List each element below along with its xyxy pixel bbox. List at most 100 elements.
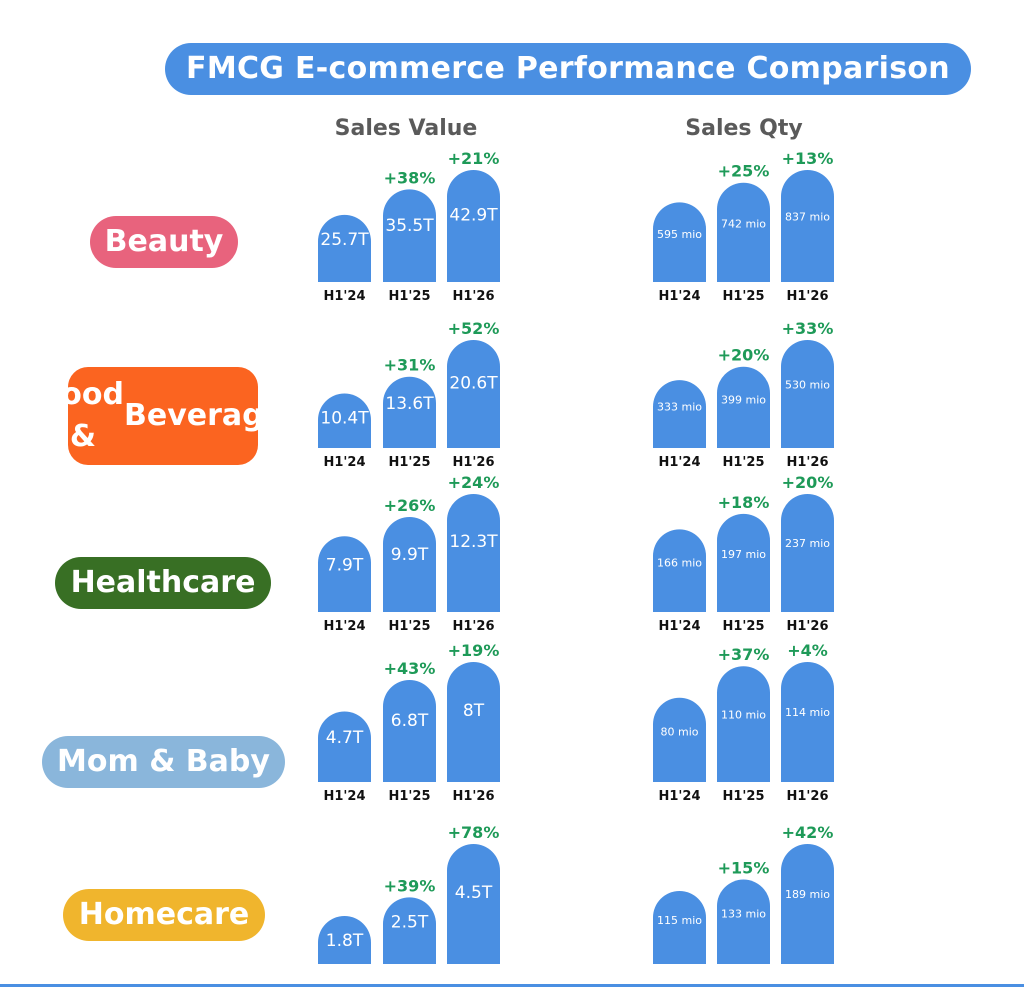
sales_qty-bar — [717, 182, 770, 282]
sales_value-period-label: H1'25 — [389, 289, 431, 304]
sales_qty-bar — [653, 202, 706, 282]
sales_qty-bar — [717, 366, 770, 448]
sales_qty-bar — [653, 697, 706, 782]
sales_qty-period-label: H1'24 — [659, 789, 701, 804]
sales_qty-growth-label: +18% — [718, 493, 770, 512]
sales_qty-growth-label: +42% — [782, 823, 834, 842]
sales_value-value-label: 1.8T — [326, 931, 364, 951]
sales_qty-growth-label: +37% — [718, 645, 770, 664]
sales_value-value-label: 9.9T — [391, 545, 429, 565]
category-label-line: Food & — [42, 377, 124, 454]
category-pill-4: Homecare — [63, 889, 265, 941]
sales_qty-growth-label: +4% — [787, 641, 828, 660]
sales_value-bar — [318, 916, 371, 964]
sales_value-period-label: H1'24 — [324, 789, 366, 804]
sales_value-value-label: 35.5T — [385, 216, 434, 236]
sales_value-bar — [447, 662, 500, 782]
sales_value-growth-label: +21% — [448, 149, 500, 168]
sales_qty-value-label: 399 mio — [721, 393, 766, 406]
sales_qty-period-label: H1'26 — [787, 289, 829, 304]
category-pill-2: Healthcare — [55, 557, 271, 609]
sales_qty-bar — [781, 662, 834, 782]
sales_value-value-label: 4.5T — [455, 883, 493, 903]
sales_value-bar — [318, 536, 371, 612]
sales_qty-value-label: 530 mio — [785, 379, 830, 392]
sales_qty-bar — [653, 529, 706, 612]
sales_value-period-label: H1'26 — [453, 289, 495, 304]
sales_value-growth-label: +43% — [384, 659, 436, 678]
sales_value-value-label: 12.3T — [449, 532, 498, 552]
sales_qty-value-label: 237 mio — [785, 537, 830, 550]
sales_value-bar — [318, 214, 371, 282]
sales_qty-period-label: H1'26 — [787, 455, 829, 470]
category-pill-3: Mom & Baby — [42, 736, 285, 788]
sales_qty-bar — [717, 513, 770, 612]
sales_value-period-label: H1'26 — [453, 619, 495, 634]
sales_value-bar — [447, 170, 500, 282]
sales_qty-growth-label: +33% — [782, 319, 834, 338]
sales_qty-value-label: 133 mio — [721, 908, 766, 921]
sales_value-value-label: 4.7T — [326, 728, 364, 748]
sales_value-bar — [447, 844, 500, 964]
sales_value-bar — [447, 494, 500, 612]
sales_qty-period-label: H1'26 — [787, 789, 829, 804]
sales_qty-growth-label: +20% — [718, 346, 770, 365]
category-pill-0: Beauty — [90, 216, 238, 268]
chart-title: FMCG E-commerce Performance Comparison — [165, 43, 971, 95]
sales_value-growth-label: +38% — [384, 168, 436, 187]
sales_value-growth-label: +31% — [384, 356, 436, 375]
sales_qty-value-label: 80 mio — [661, 726, 699, 739]
sales_value-value-label: 13.6T — [385, 394, 434, 414]
sales_qty-period-label: H1'24 — [659, 289, 701, 304]
sales_qty-value-label: 166 mio — [657, 557, 702, 570]
sales-qty-header: Sales Qty — [685, 116, 803, 141]
sales_qty-period-label: H1'25 — [723, 289, 765, 304]
sales_value-period-label: H1'26 — [453, 455, 495, 470]
sales_value-bar — [383, 189, 436, 282]
sales_qty-bar — [653, 890, 706, 964]
sales_qty-period-label: H1'24 — [659, 619, 701, 634]
sales_qty-period-label: H1'25 — [723, 455, 765, 470]
sales_value-bar — [383, 897, 436, 964]
sales_qty-bar — [781, 170, 834, 282]
sales_value-period-label: H1'25 — [389, 455, 431, 470]
sales_qty-period-label: H1'25 — [723, 619, 765, 634]
sales_value-bar — [383, 517, 436, 612]
sales_qty-value-label: 189 mio — [785, 888, 830, 901]
sales_qty-growth-label: +13% — [782, 149, 834, 168]
sales_qty-value-label: 595 mio — [657, 228, 702, 241]
sales_qty-growth-label: +25% — [718, 162, 770, 181]
sales_value-period-label: H1'26 — [453, 789, 495, 804]
sales_value-value-label: 42.9T — [449, 205, 498, 225]
sales_value-period-label: H1'24 — [324, 619, 366, 634]
sales_value-value-label: 25.7T — [320, 230, 369, 250]
sales_value-period-label: H1'24 — [324, 455, 366, 470]
sales_qty-bar — [781, 340, 834, 448]
sales_qty-bar — [781, 844, 834, 964]
sales_value-bar — [383, 376, 436, 448]
sales_value-bar — [318, 711, 371, 782]
sales_qty-bar — [717, 666, 770, 782]
sales_value-value-label: 6.8T — [391, 711, 429, 731]
sales_qty-period-label: H1'24 — [659, 455, 701, 470]
sales_qty-period-label: H1'26 — [787, 619, 829, 634]
sales_qty-bar — [781, 494, 834, 612]
sales_value-value-label: 2.5T — [391, 912, 429, 932]
sales_value-growth-label: +39% — [384, 876, 436, 895]
sales_value-bar — [447, 340, 500, 448]
sales_qty-value-label: 114 mio — [785, 706, 830, 719]
sales_value-period-label: H1'25 — [389, 619, 431, 634]
sales_qty-bar — [717, 879, 770, 964]
sales_qty-value-label: 115 mio — [657, 914, 702, 927]
sales_value-growth-label: +26% — [384, 496, 436, 515]
sales_value-period-label: H1'24 — [324, 289, 366, 304]
sales_value-growth-label: +19% — [448, 641, 500, 660]
sales_value-value-label: 10.4T — [320, 408, 369, 428]
sales_value-value-label: 20.6T — [449, 374, 498, 394]
sales_qty-value-label: 110 mio — [721, 708, 766, 721]
sales_qty-growth-label: +20% — [782, 473, 834, 492]
sales_value-bar — [318, 393, 371, 448]
sales_value-period-label: H1'25 — [389, 789, 431, 804]
sales-value-header: Sales Value — [334, 116, 478, 141]
